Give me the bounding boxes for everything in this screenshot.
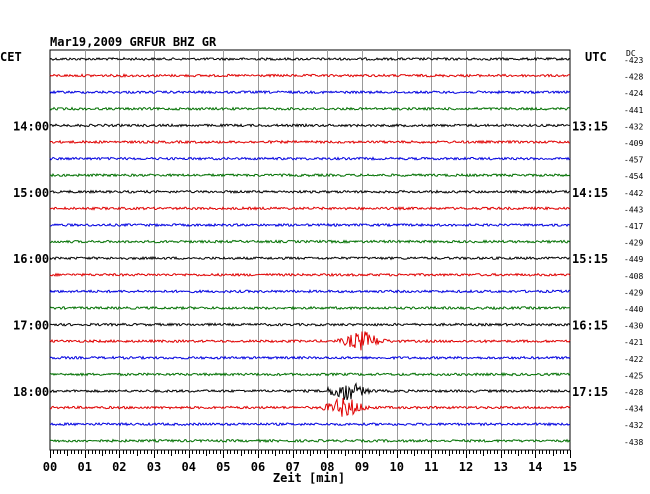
dc-value: -428: [624, 73, 643, 82]
dc-value: -440: [624, 305, 643, 314]
x-tick-label: 02: [112, 460, 126, 474]
dc-value: -443: [624, 205, 643, 214]
trace-6: [49, 156, 571, 161]
dc-value: -425: [624, 371, 643, 380]
x-tick-label: 07: [285, 460, 299, 474]
trace-9: [49, 205, 571, 211]
x-tick-label: 05: [216, 460, 230, 474]
trace-3: [49, 106, 571, 111]
trace-19: [49, 371, 571, 377]
x-tick-label: 01: [77, 460, 91, 474]
grid: [49, 49, 571, 458]
dc-value: -417: [624, 222, 643, 231]
labels-group: -423 -428 -424 -441 -432 -409 -457 -454 -442 -443…: [13, 56, 643, 474]
dc-value: -449: [624, 255, 643, 264]
left-hour-label: 17:00: [13, 319, 49, 333]
dc-value: -422: [624, 355, 643, 364]
dc-value: -429: [624, 288, 643, 297]
right-hour-label: 15:15: [572, 252, 608, 266]
dc-value: -428: [624, 388, 643, 397]
dc-value: -408: [624, 272, 643, 281]
chart-title: Mar19,2009 GRFUR BHZ GR: [50, 35, 217, 49]
x-tick-label: 09: [355, 460, 369, 474]
trace-2: [49, 89, 571, 95]
x-tick-label: 12: [459, 460, 473, 474]
trace-1: [49, 73, 571, 78]
trace-15: [49, 305, 571, 311]
right-hour-label: 13:15: [572, 119, 608, 133]
left-hour-label: 18:00: [13, 385, 49, 399]
left-timezone-label: CET: [0, 50, 22, 64]
dc-value: -441: [624, 106, 643, 115]
trace-0: [49, 56, 571, 62]
left-hour-label: 14:00: [13, 119, 49, 133]
left-hour-label: 15:00: [13, 186, 49, 200]
dc-value: -457: [624, 156, 643, 165]
x-tick-label: 11: [424, 460, 438, 474]
trace-5: [49, 139, 570, 145]
trace-13: [49, 272, 571, 278]
right-hour-label: 14:15: [572, 186, 608, 200]
x-tick-label: 13: [493, 460, 507, 474]
x-tick-label: 10: [389, 460, 403, 474]
trace-8: [49, 189, 571, 195]
x-tick-label: 00: [43, 460, 57, 474]
dc-value: -432: [624, 421, 643, 430]
trace-7: [49, 172, 571, 178]
dc-value: -430: [624, 322, 643, 331]
trace-22: [49, 421, 571, 427]
trace-10: [49, 222, 570, 228]
x-tick-label: 08: [320, 460, 334, 474]
trace-12: [49, 255, 571, 261]
trace-11: [49, 239, 571, 244]
x-tick-label: 03: [147, 460, 161, 474]
trace-17: [49, 331, 571, 351]
x-tick-label: 04: [181, 460, 195, 474]
traces-group: [49, 56, 571, 444]
right-timezone-label: UTC: [585, 50, 607, 64]
trace-14: [49, 288, 571, 294]
dc-value: -432: [624, 122, 643, 131]
trace-20: [49, 382, 571, 401]
dc-value: -424: [624, 89, 643, 98]
trace-18: [49, 355, 571, 361]
dc-value: -429: [624, 239, 643, 248]
x-axis-label: Zeit [min]: [273, 471, 345, 485]
dc-value: -423: [624, 56, 643, 65]
dc-header: DC: [626, 49, 636, 58]
dc-value: -421: [624, 338, 643, 347]
trace-21: [49, 397, 571, 417]
trace-23: [49, 438, 571, 444]
trace-16: [49, 322, 571, 327]
right-hour-label: 17:15: [572, 385, 608, 399]
dc-value: -434: [624, 405, 643, 414]
x-tick-label: 06: [251, 460, 265, 474]
dc-value: -442: [624, 189, 643, 198]
left-hour-label: 16:00: [13, 252, 49, 266]
dc-value: -409: [624, 139, 643, 148]
x-tick-label: 14: [528, 460, 542, 474]
trace-4: [49, 123, 571, 128]
right-hour-label: 16:15: [572, 319, 608, 333]
dc-value: -438: [624, 438, 643, 447]
dc-value: -454: [624, 172, 643, 181]
x-tick-label: 15: [563, 460, 577, 474]
